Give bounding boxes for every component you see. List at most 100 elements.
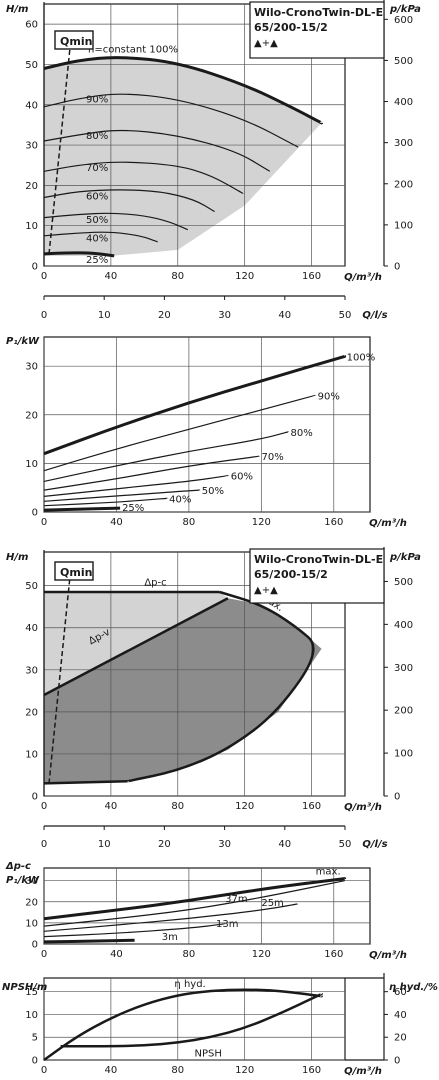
regulation-power-label: 37m: [225, 894, 247, 905]
regulation-power-curve: [43, 903, 299, 932]
right-axis-label: p/kPa: [389, 552, 421, 563]
x-tick-label: 0: [41, 801, 47, 812]
dpv-line: [43, 597, 229, 697]
right-tick-label: 100: [394, 749, 413, 760]
x-tick-label: 80: [171, 271, 184, 282]
power-curve-label: 70%: [262, 452, 284, 463]
speed-curve-label: 70%: [86, 163, 108, 174]
power-curve: [43, 474, 230, 497]
speed-curve: [43, 161, 244, 195]
y-tick-label: 0: [32, 508, 38, 519]
right-tick-label: 60: [394, 987, 407, 998]
qmin-box: [54, 561, 94, 581]
power-curve-label: 90%: [318, 391, 340, 402]
pump-symbol: ▲+▲: [254, 585, 278, 596]
secondary-x-tick-label: 50: [339, 839, 352, 850]
x-tick-label: 40: [110, 949, 123, 960]
secondary-x-axis-label: Q/l/s: [362, 310, 387, 321]
regulation-chart: 0 40 80 120 160010203040500100200300400500Q/…: [6, 547, 421, 850]
dpv-region: [44, 598, 322, 784]
speed-curve: [43, 189, 216, 213]
dpc-region: [44, 591, 228, 696]
speed-curve-label: 90%: [86, 95, 108, 106]
secondary-x-tick-label: 10: [98, 839, 111, 850]
secondary-x-tick-label: 40: [278, 839, 291, 850]
title-line-2: 65/200-15/2: [254, 568, 328, 581]
y-axis-label: P₁/kW: [6, 336, 40, 347]
y-tick-label: 30: [25, 362, 38, 373]
speed-curve: [43, 231, 158, 243]
secondary-x-tick-label: 10: [98, 310, 111, 321]
x-axis-label: Q/m³/h: [344, 272, 382, 283]
power-curve-label: 25%: [122, 503, 144, 514]
right-tick-label: 400: [394, 97, 413, 108]
x-axis-label: Q/m³/h: [344, 1066, 382, 1077]
y-tick-label: 50: [25, 581, 38, 592]
y-tick-label: 10: [25, 1010, 38, 1021]
power-curve-label: 80%: [291, 428, 313, 439]
dpc-label: Δp-c: [144, 578, 166, 589]
regulation-power-label: 13m: [216, 919, 238, 930]
regulation-power-curve: [43, 938, 135, 944]
y-tick-label: 10: [25, 459, 38, 470]
power-curve-label: 60%: [231, 472, 253, 483]
speed-curve: [43, 56, 324, 125]
right-tick-label: 200: [394, 706, 413, 717]
secondary-x-tick-label: 50: [339, 310, 352, 321]
x-tick-label: 120: [235, 271, 254, 282]
y-tick-label: 5: [32, 1033, 38, 1044]
x-tick-label: 0: [41, 517, 47, 528]
right-tick-label: 300: [394, 138, 413, 149]
y-tick-label: 40: [25, 100, 38, 111]
secondary-x-tick-label: 20: [158, 839, 171, 850]
secondary-x-tick-label: 20: [158, 310, 171, 321]
right-axis-label: η hyd./%: [389, 982, 438, 993]
power-curve: [43, 455, 261, 491]
regulation-power-curve: [43, 880, 346, 927]
x-tick-label: 40: [110, 517, 123, 528]
qmin-label: Qmin: [60, 566, 92, 579]
x-tick-label: 120: [252, 517, 271, 528]
right-tick-label: 0: [394, 792, 400, 803]
y-tick-label: 10: [25, 749, 38, 760]
y-tick-label: 20: [25, 897, 38, 908]
power-curve: [43, 394, 316, 472]
qmin-line: [48, 568, 72, 784]
title-box-1: Wilo-CronoTwin-DL-E 65/200-15/2 ▲+▲: [249, 1, 385, 59]
x-tick-label: 120: [252, 949, 271, 960]
y-axis-label-1: Δp-c: [5, 861, 31, 872]
npsh-label: NPSH: [195, 1048, 222, 1059]
x-tick-label: 160: [324, 517, 343, 528]
efficiency-curve: [43, 988, 323, 1062]
y-tick-label: 20: [25, 707, 38, 718]
secondary-x-axis-label: Q/l/s: [362, 839, 387, 850]
x-tick-label: 80: [183, 949, 196, 960]
y-tick-label: 0: [32, 1056, 38, 1067]
y-tick-label: 0: [32, 940, 38, 951]
speed-curve-label: n=constant 100%: [88, 44, 178, 55]
speed-curve-label: 80%: [86, 131, 108, 142]
secondary-x-tick-label: 0: [41, 310, 47, 321]
speed-curve-label: 50%: [86, 215, 108, 226]
npsh-chart: 0 40 80 120 160 0 5 10 15 0 20 40 60 Q/m³/h η hyd. NPSH…: [2, 973, 438, 1077]
right-tick-label: 400: [394, 620, 413, 631]
x-tick-label: 40: [105, 801, 118, 812]
y-tick-label: 0: [32, 792, 38, 803]
power-curve: [43, 489, 201, 502]
power-chart: 0 40 80 120 160 0 10 20 30 Q/m³/h 100% 90% 80% 70% 60%…: [6, 336, 407, 529]
y-tick-label: 0: [32, 262, 38, 273]
x-tick-label: 160: [302, 801, 321, 812]
right-tick-label: 500: [394, 56, 413, 67]
regulation-power-curve: [43, 877, 347, 921]
title-line-1: Wilo-CronoTwin-DL-E: [254, 6, 383, 19]
y-tick-label: 60: [25, 20, 38, 31]
qmin-box: [54, 30, 94, 50]
speed-curve-label: 60%: [86, 191, 108, 202]
x-tick-label: 160: [324, 949, 343, 960]
x-axis-label: Q/m³/h: [369, 518, 407, 529]
power-curve: [43, 497, 168, 507]
secondary-x-tick-label: 30: [218, 310, 231, 321]
right-axis-label: p/kPa: [389, 4, 421, 15]
right-tick-label: 20: [394, 1033, 407, 1044]
y-axis-label-2: P₁/kW: [6, 875, 40, 886]
